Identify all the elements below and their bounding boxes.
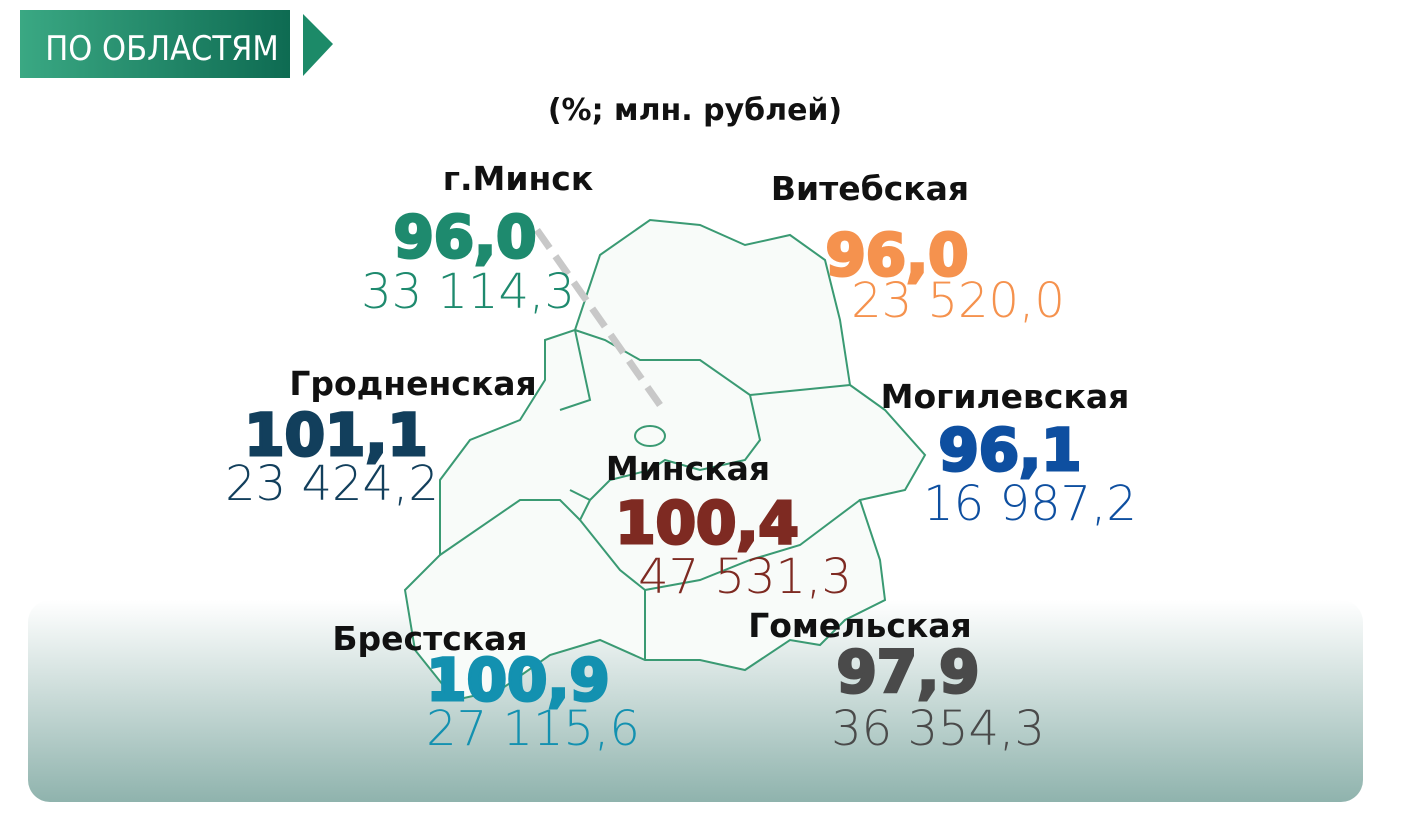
region-name: г.Минск: [443, 159, 594, 198]
header-arrow: [303, 14, 333, 76]
region-percent: 101,1: [244, 401, 427, 469]
region-amount: 33 114,3: [361, 264, 575, 320]
region-amount: 23 520,0: [851, 273, 1065, 329]
region-name: Гомельская: [748, 606, 972, 645]
region-border: [644, 499, 861, 591]
region-amount: 23 424,2: [225, 456, 439, 512]
region-border: [574, 329, 762, 660]
map: [403, 218, 927, 702]
region-amount: 36 354,3: [831, 701, 1045, 757]
minsk-city: [634, 425, 666, 447]
header-title: ПО ОБЛАСТЯМ: [45, 29, 278, 69]
header-badge: [20, 10, 290, 78]
region-percent: 100,4: [615, 489, 798, 557]
region-name: Витебская: [771, 169, 969, 208]
region-percent: 100,9: [426, 646, 609, 714]
region-border: [439, 329, 592, 556]
region-percent: 96,0: [393, 203, 536, 271]
region-amount: 47 531,3: [638, 549, 852, 605]
leader-line: [534, 227, 663, 408]
region-border: [749, 384, 851, 396]
subtitle: (%; млн. рублей): [548, 93, 842, 128]
region-name: Гродненская: [289, 364, 536, 403]
region-percent: 97,9: [836, 638, 979, 706]
region-percent: 96,1: [938, 416, 1081, 484]
region-amount: 27 115,6: [426, 701, 640, 757]
region-name: Могилевская: [881, 377, 1130, 416]
bottom-panel: [28, 600, 1363, 802]
region-percent: 96,0: [825, 221, 968, 289]
region-name: Брестская: [332, 619, 527, 658]
region-amount: 16 987,2: [923, 476, 1137, 532]
region-name: Минская: [606, 449, 770, 488]
